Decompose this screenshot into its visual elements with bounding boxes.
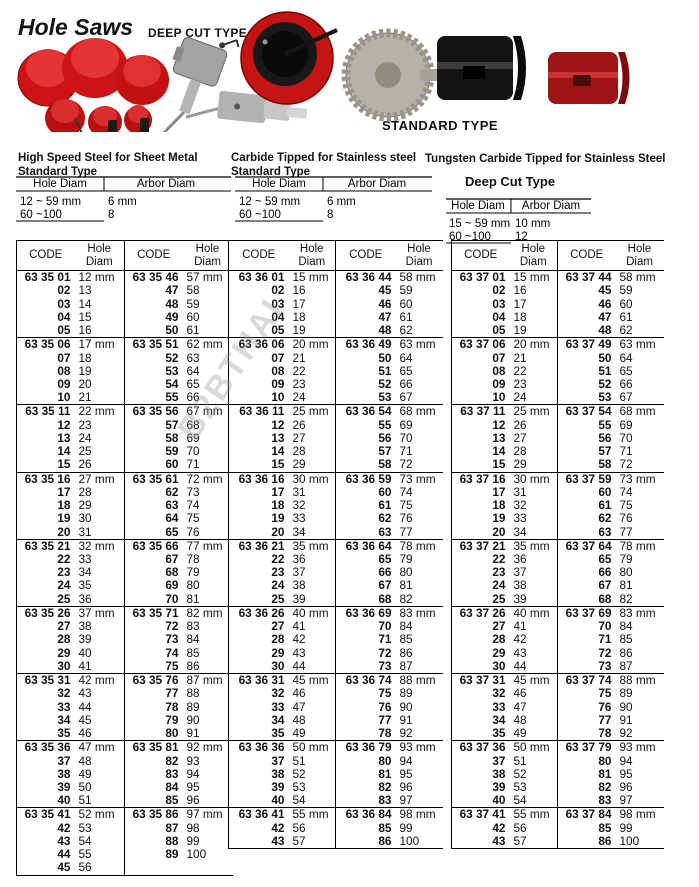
svg-text:10 mm: 10 mm [515, 218, 550, 230]
svg-text:15 ~ 59 mm: 15 ~ 59 mm [449, 218, 510, 230]
svg-text:Hole Diam: Hole Diam [252, 178, 306, 190]
svg-text:12 ~ 59 mm: 12 ~ 59 mm [20, 196, 81, 208]
svg-text:Arbor Diam: Arbor Diam [522, 200, 580, 212]
svg-text:8: 8 [108, 209, 114, 221]
svg-text:Hole Diam: Hole Diam [451, 200, 505, 212]
svg-text:6 mm: 6 mm [327, 196, 356, 208]
svg-text:Arbor Diam: Arbor Diam [348, 178, 406, 190]
svg-text:60 ~100: 60 ~100 [239, 209, 281, 221]
svg-text:12 ~ 59 mm: 12 ~ 59 mm [239, 196, 300, 208]
svg-text:60 ~100: 60 ~100 [20, 209, 62, 221]
svg-text:6 mm: 6 mm [108, 196, 137, 208]
svg-text:8: 8 [327, 209, 333, 221]
svg-text:Hole Diam: Hole Diam [33, 178, 87, 190]
svg-text:Arbor Diam: Arbor Diam [137, 178, 195, 190]
